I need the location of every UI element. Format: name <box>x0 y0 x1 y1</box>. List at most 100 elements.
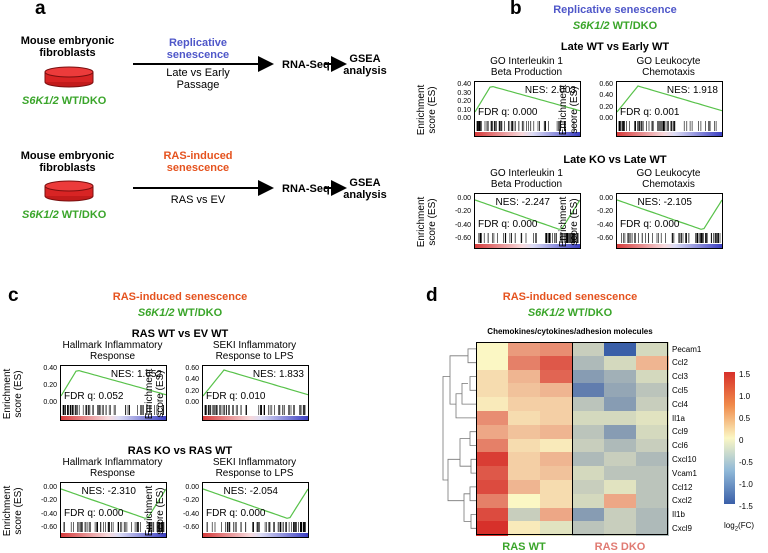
gsea-fdr-value: FDR q: 0.000 <box>620 219 680 230</box>
gsea-fdr-value: FDR q: 0.010 <box>206 391 266 402</box>
heatmap-cell <box>540 355 573 371</box>
gsea-y-tick: -0.40 <box>455 221 471 229</box>
gsea-es-curve <box>475 199 580 230</box>
gsea-fdr-value: FDR q: 0.000 <box>206 508 266 519</box>
gsea-y-tick: 0.60 <box>185 365 199 372</box>
panel-a-row2-condition: RAS-induced senescence <box>163 150 233 174</box>
colorbar-label: log2(FC) <box>724 521 755 533</box>
heatmap-cell <box>636 452 669 467</box>
gsea-plot-frame: NES: -2.247 FDR q: 0.000 <box>474 193 581 249</box>
dish-icon <box>43 64 95 93</box>
heatmap-cell <box>572 411 605 426</box>
heatmap-group-divider <box>572 342 573 536</box>
panel-c-genotype: S6K1/2 WT/DKO <box>137 307 223 319</box>
panel-b-label: b <box>510 0 522 19</box>
gsea-plot-title: GO Interleukin 1 Beta Production <box>490 56 563 78</box>
heatmap-row-label: Cxcl9 <box>672 523 693 533</box>
heatmap-cell <box>604 493 637 509</box>
gsea-plot-frame: NES: -2.105 FDR q: 0.000 <box>616 193 723 249</box>
gsea-plot-title: SEKI Inflammatory Response to LPS <box>212 457 297 479</box>
gsea-nes-value: NES: -2.105 <box>637 197 692 208</box>
heatmap-cell <box>508 507 541 522</box>
heatmap-cell <box>540 424 573 440</box>
panel-a-row1-analysis: GSEA analysis <box>343 53 387 77</box>
gsea-y-tick: -0.40 <box>41 510 57 518</box>
gsea-y-axis-label: Enrichment score (ES) <box>416 84 438 136</box>
heatmap-cell <box>540 493 573 509</box>
heatmap-row-label: Cxcl2 <box>672 496 693 506</box>
heatmap-row-label: Ccl9 <box>672 427 689 437</box>
heatmap-cell <box>604 424 637 440</box>
gsea-y-tick: 0.60 <box>599 81 613 88</box>
heatmap-cell <box>636 480 669 495</box>
heatmap-cell <box>636 355 669 371</box>
heatmap-cell <box>508 424 541 440</box>
heatmap-cell <box>572 397 605 412</box>
gsea-y-axis-label: Enrichment score (ES) <box>558 84 580 136</box>
heatmap-cell <box>476 411 509 426</box>
heatmap-row-label: Il1b <box>672 510 685 520</box>
heatmap-cell <box>636 383 669 398</box>
heatmap-row-label: Ccl6 <box>672 441 689 451</box>
gsea-y-tick: -0.60 <box>597 235 613 242</box>
gsea-y-tick: -0.40 <box>597 221 613 229</box>
gsea-y-tick: 0.20 <box>43 382 57 389</box>
panel-a-row2-comparison: RAS vs EV <box>170 194 226 206</box>
gsea-nes-value: NES: 1.833 <box>252 369 304 380</box>
gsea-y-axis-label: Enrichment score (ES) <box>2 368 24 420</box>
heatmap-cell <box>636 411 669 426</box>
gsea-es-curve <box>61 369 166 397</box>
heatmap-cell <box>476 369 509 384</box>
panel-a-row2-analysis: GSEA analysis <box>343 177 387 201</box>
gsea-plot-title: Hallmark Inflammatory Response <box>62 340 163 362</box>
gsea-y-tick: -0.20 <box>597 208 613 216</box>
gsea-plot-svg <box>475 85 580 136</box>
gsea-y-axis-label: Enrichment score (ES) <box>144 485 166 537</box>
gsea-rank-gradient <box>61 416 166 420</box>
heatmap-cell <box>540 411 573 426</box>
panel-d-label: d <box>426 285 438 306</box>
colorbar-tick: -1.5 <box>739 502 753 511</box>
panel-b-title: Replicative senescence <box>553 4 677 16</box>
dendrogram <box>442 348 476 529</box>
heatmap-cell <box>572 424 605 440</box>
panel-a-row1-source: Mouse embryonic fibroblasts <box>20 35 115 59</box>
heatmap-cell <box>636 424 669 440</box>
heatmap-cell <box>636 507 669 522</box>
heatmap-cell <box>508 480 541 495</box>
heatmap-group-label-dko: RAS DKO <box>594 541 646 553</box>
heatmap-cell <box>604 480 637 495</box>
gsea-y-tick: 0.00 <box>43 399 57 406</box>
gsea-es-curve <box>617 85 722 113</box>
gsea-y-tick: -0.60 <box>455 235 471 242</box>
gsea-plot-title: Hallmark Inflammatory Response <box>62 457 163 479</box>
heatmap-row-label: Ccl5 <box>672 385 689 395</box>
colorbar-tick: 0 <box>739 436 744 445</box>
gsea-nes-value: NES: -2.310 <box>81 486 136 497</box>
gsea-plot-title: GO Interleukin 1 Beta Production <box>490 168 563 190</box>
heatmap-cell <box>508 397 541 412</box>
dendrogram-branches <box>442 348 476 529</box>
heatmap-cell <box>476 383 509 398</box>
heatmap-cell <box>604 466 637 481</box>
gsea-es-curve <box>61 488 166 519</box>
heatmap-cell <box>476 355 509 371</box>
heatmap-cell <box>540 369 573 384</box>
panel-c-title: RAS-induced senescence <box>112 291 248 303</box>
heatmap-cell <box>604 411 637 426</box>
panel-a-row1-genotype: S6K1/2 WT/DKO <box>22 95 107 107</box>
gsea-y-tick: 0.40 <box>185 376 199 384</box>
panel-a-label: a <box>35 0 46 19</box>
gsea-plot-frame: NES: 2.003 FDR q: 0.000 <box>474 81 581 137</box>
gsea-plot-frame: NES: -2.310 FDR q: 0.000 <box>60 482 167 538</box>
gsea-y-tick: 0.00 <box>599 195 613 202</box>
heatmap-cell <box>540 383 573 398</box>
gsea-plot-title: SEKI Inflammatory Response to LPS <box>212 340 297 362</box>
gsea-nes-value: NES: -2.054 <box>223 486 278 497</box>
gsea-y-tick: 0.40 <box>599 92 613 100</box>
heatmap-cell <box>572 507 605 522</box>
gsea-rank-gradient <box>203 533 308 537</box>
heatmap-cell <box>604 521 637 536</box>
panel-d-title: RAS-induced senescence <box>502 291 638 303</box>
